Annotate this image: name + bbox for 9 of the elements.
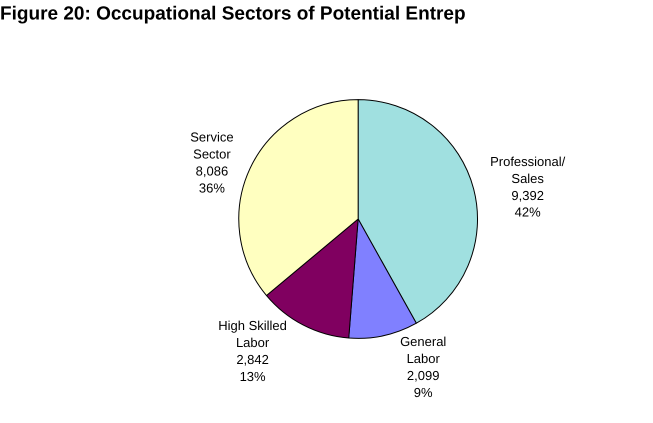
- data-label: 8,086 36%: [196, 163, 228, 196]
- data-label: 9,392 42%: [511, 188, 544, 220]
- slice-label: General Labor: [400, 334, 446, 366]
- data-label: 2,842 13%: [236, 352, 269, 384]
- slice-label: Professional/ Sales: [490, 154, 566, 186]
- data-label: 2,099 9%: [406, 368, 440, 400]
- slice-label: Service Sector: [190, 130, 234, 162]
- chart-title: Figure 20: Occupational Sectors of Potential Entrep: [0, 4, 466, 25]
- slice-label: High Skilled Labor: [218, 318, 287, 350]
